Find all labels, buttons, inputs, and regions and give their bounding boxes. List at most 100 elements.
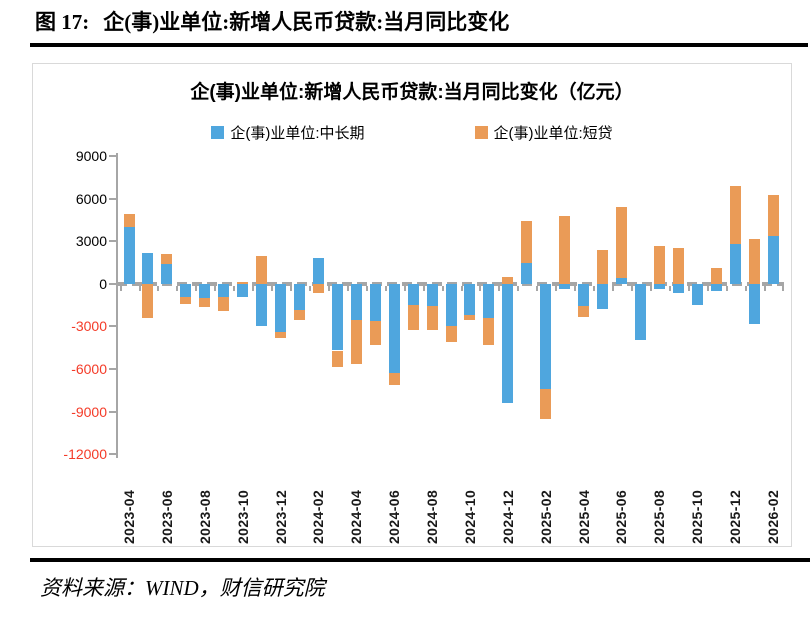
bar-medium-long-term-2024-06 bbox=[388, 283, 400, 373]
y-axis-tick bbox=[109, 155, 117, 157]
category-axis-tick bbox=[308, 285, 311, 291]
bar-short-term-2025-08 bbox=[653, 246, 665, 284]
bar-short-term-2025-02 bbox=[540, 388, 552, 419]
category-axis-tick bbox=[384, 285, 387, 291]
bar-medium-long-term-2025-07 bbox=[634, 283, 646, 340]
bar-medium-long-term-2023-08 bbox=[199, 283, 211, 298]
footer-divider bbox=[30, 558, 810, 562]
bar-medium-long-term-2024-11 bbox=[483, 283, 495, 318]
bar-short-term-2024-04 bbox=[350, 320, 362, 364]
bar-short-term-2025-09 bbox=[672, 247, 684, 284]
y-tick-label: 6000 bbox=[75, 190, 107, 207]
x-tick-label: 2024-12 bbox=[499, 489, 516, 544]
bar-medium-long-term-2024-05 bbox=[369, 283, 381, 321]
x-tick-label: 2025-08 bbox=[651, 489, 668, 544]
bar-medium-long-term-2025-10 bbox=[691, 283, 703, 306]
category-axis-tick bbox=[612, 285, 614, 291]
chart-title: 企(事)业单位:新增人民币贷款:当月同比变化（亿元） bbox=[190, 82, 634, 103]
legend-item-short-term: 企(事)业单位:短贷 bbox=[474, 122, 613, 143]
bar-medium-long-term-2024-12 bbox=[502, 283, 514, 404]
x-tick-label: 2024-02 bbox=[310, 489, 327, 544]
category-axis-tick bbox=[157, 285, 160, 291]
y-tick-label: 3000 bbox=[75, 233, 107, 250]
category-axis-tick bbox=[195, 285, 198, 291]
bar-short-term-2025-06 bbox=[615, 207, 627, 279]
category-axis-tick bbox=[574, 285, 577, 291]
category-axis-tick bbox=[441, 285, 444, 291]
chart-card: 企(事)业单位:新增人民币贷款:当月同比变化（亿元） 企(事)业单位:中长期 企… bbox=[32, 63, 792, 547]
bar-medium-long-term-2023-06 bbox=[161, 263, 173, 284]
category-axis-tick bbox=[176, 285, 179, 291]
chart-legend: 企(事)业单位:中长期 企(事)业单位:短贷 bbox=[33, 122, 791, 143]
category-axis-tick bbox=[365, 285, 368, 291]
bar-medium-long-term-2023-05 bbox=[142, 252, 154, 284]
bar-medium-long-term-2023-12 bbox=[275, 283, 286, 333]
bar-short-term-2024-06 bbox=[388, 372, 400, 386]
bar-medium-long-term-2024-08 bbox=[426, 283, 438, 306]
x-tick-label: 2024-08 bbox=[424, 489, 440, 544]
category-axis-tick bbox=[630, 285, 633, 291]
category-axis-tick bbox=[706, 285, 709, 291]
bar-medium-long-term-2025-04 bbox=[578, 283, 590, 306]
y-axis-tick bbox=[109, 197, 117, 200]
x-tick-label: 2024-10 bbox=[461, 489, 478, 544]
legend-swatch-short-term bbox=[474, 126, 488, 139]
category-axis-tick bbox=[346, 285, 349, 291]
y-tick-label: -9000 bbox=[71, 403, 107, 420]
x-tick-label: 2023-08 bbox=[196, 489, 213, 544]
x-tick-label: 2025-02 bbox=[537, 489, 554, 544]
bar-short-term-2024-07 bbox=[407, 305, 419, 330]
bar-medium-long-term-2024-03 bbox=[331, 283, 343, 351]
category-axis-tick bbox=[555, 285, 558, 291]
bar-medium-long-term-2023-04 bbox=[123, 227, 135, 284]
y-axis-tick bbox=[109, 325, 117, 328]
bar-short-term-2025-01 bbox=[521, 221, 533, 264]
bar-short-term-2025-05 bbox=[597, 249, 608, 284]
bar-medium-long-term-2025-12 bbox=[729, 244, 741, 284]
category-axis-tick bbox=[290, 285, 292, 291]
x-tick-label: 2025-04 bbox=[575, 489, 592, 544]
category-axis-tick bbox=[649, 285, 652, 291]
category-axis-tick bbox=[536, 285, 539, 291]
bar-short-term-2024-05 bbox=[369, 320, 381, 346]
bar-short-term-2024-02 bbox=[312, 283, 324, 293]
x-tick-label: 2024-06 bbox=[386, 489, 403, 544]
y-tick-label: 0 bbox=[99, 275, 107, 292]
y-tick-label: -3000 bbox=[71, 318, 107, 335]
source-note: 资料来源：WIND，财信研究院 bbox=[40, 576, 325, 600]
category-axis-tick bbox=[668, 285, 671, 291]
category-axis-tick bbox=[214, 285, 217, 291]
category-axis-tick bbox=[460, 285, 463, 291]
bar-medium-long-term-2024-10 bbox=[464, 283, 476, 315]
legend-item-medium-long-term: 企(事)业单位:中长期 bbox=[211, 122, 365, 143]
bar-medium-long-term-2025-05 bbox=[597, 283, 608, 309]
bar-short-term-2023-09 bbox=[218, 297, 230, 312]
category-axis-tick bbox=[422, 285, 425, 291]
category-axis-tick bbox=[782, 285, 785, 291]
bar-medium-long-term-2024-09 bbox=[445, 283, 457, 326]
bar-short-term-2024-01 bbox=[294, 310, 305, 320]
x-tick-label: 2023-12 bbox=[272, 489, 289, 544]
bar-short-term-2026-01 bbox=[748, 239, 760, 284]
legend-label-short-term: 企(事)业单位:短贷 bbox=[493, 125, 613, 142]
figure-label: 图 17: bbox=[35, 10, 90, 34]
bar-short-term-2023-06 bbox=[161, 254, 173, 264]
category-axis-tick bbox=[233, 285, 236, 291]
bar-short-term-2023-07 bbox=[180, 296, 192, 304]
y-axis-tick bbox=[109, 453, 117, 456]
x-tick-label: 2024-04 bbox=[348, 489, 365, 544]
y-axis-line bbox=[116, 153, 118, 459]
category-axis-tick bbox=[593, 285, 595, 291]
bar-medium-long-term-2025-01 bbox=[521, 263, 533, 284]
y-axis-tick bbox=[109, 368, 117, 370]
bar-medium-long-term-2024-07 bbox=[407, 283, 419, 306]
bar-short-term-2024-03 bbox=[331, 350, 343, 367]
y-tick-label: -6000 bbox=[71, 361, 107, 377]
header-divider bbox=[30, 43, 808, 47]
bar-medium-long-term-2023-09 bbox=[218, 283, 230, 298]
bar-short-term-2024-09 bbox=[445, 325, 457, 342]
bar-medium-long-term-2024-04 bbox=[350, 283, 362, 320]
plot-area: 9000 6000 3000 0 -3000 -6000 -9000 -12000 2023-0… bbox=[33, 64, 791, 545]
bar-medium-long-term-2025-02 bbox=[540, 283, 552, 389]
